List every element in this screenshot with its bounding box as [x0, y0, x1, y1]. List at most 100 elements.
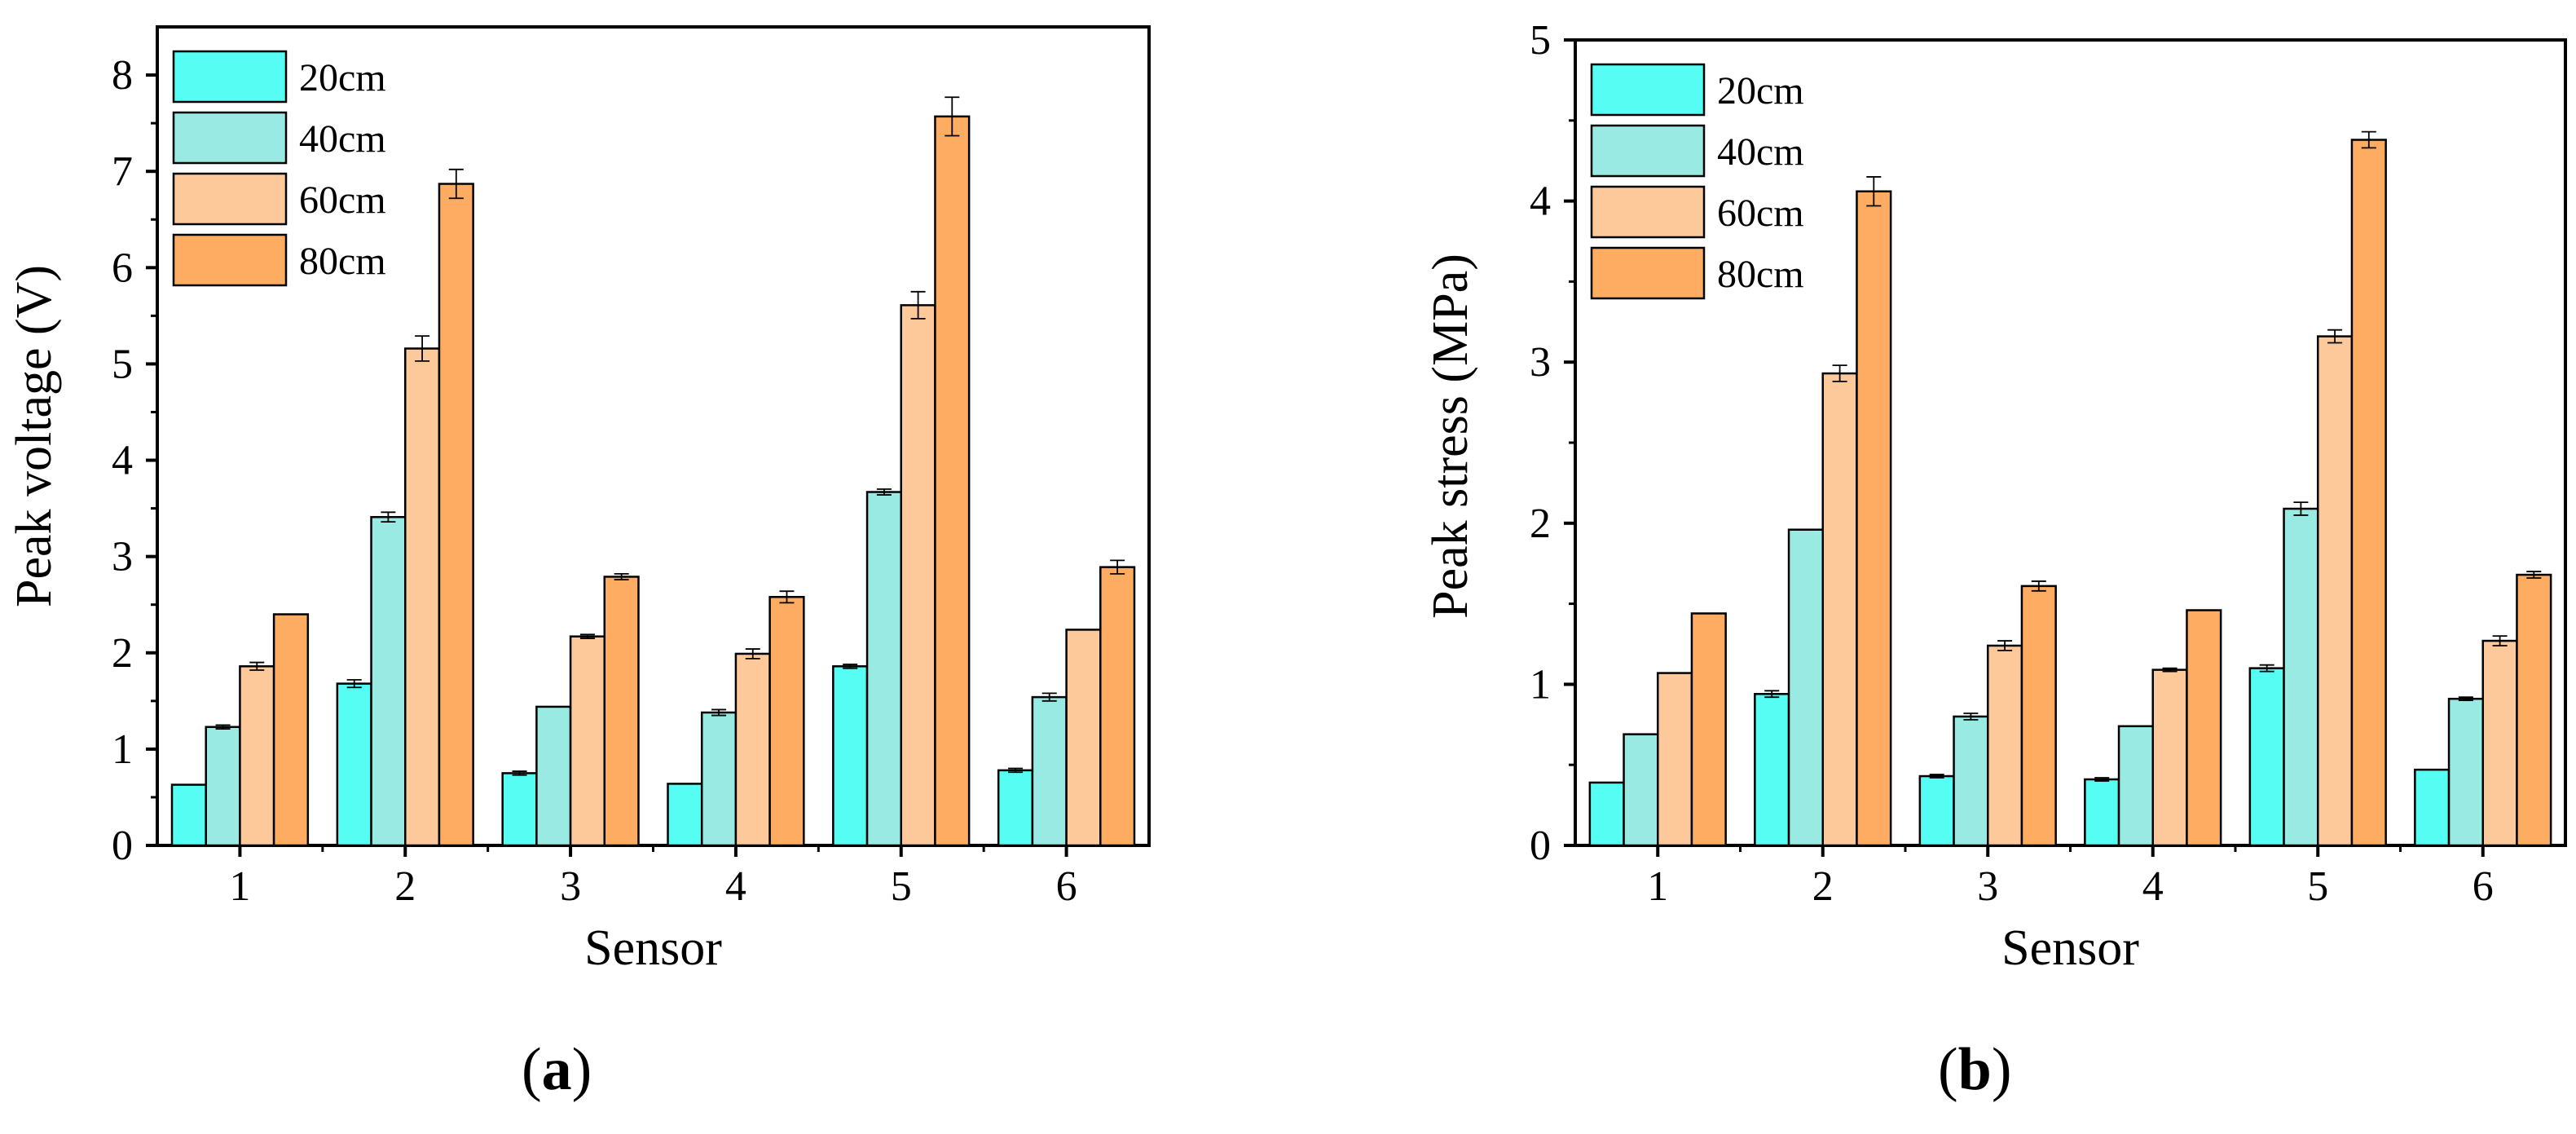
b-bar-60cm-sensor-3 — [1987, 644, 2023, 847]
a-bar-20cm-sensor-4 — [667, 783, 703, 847]
b-bar-20cm-sensor-1 — [1588, 781, 1625, 847]
b-bar-80cm-sensor-5 — [2350, 139, 2387, 847]
b-bar-20cm-sensor-3 — [1918, 774, 1955, 847]
a-bar-40cm-sensor-3 — [535, 705, 572, 847]
b-x-tick-label: 2 — [1812, 863, 1834, 910]
b-bar-40cm-sensor-4 — [2117, 725, 2155, 847]
b-bar-20cm-sensor-2 — [1754, 693, 1790, 847]
a-bar-20cm-sensor-6 — [997, 769, 1034, 847]
b-bar-60cm-sensor-6 — [2481, 639, 2518, 847]
b-bar-40cm-sensor-3 — [1953, 715, 1989, 847]
b-y-tick-label: 1 — [1530, 661, 1551, 708]
b-bar-20cm-sensor-5 — [2248, 667, 2285, 847]
a-x-axis-label: Sensor — [584, 920, 722, 976]
a-bar-80cm-sensor-4 — [768, 596, 805, 847]
b-x-axis-label: Sensor — [2001, 920, 2139, 976]
b-legend-label-20cm: 20cm — [1717, 69, 1804, 113]
b-bar-60cm-sensor-2 — [1821, 372, 1858, 847]
chart-b-peak-stress: 0 1 2 3 4 5 1 2 3 4 5 6 20cm 40cm 60cm 80cm Sensor Peak s… — [1423, 17, 2567, 976]
a-legend-label-60cm: 60cm — [299, 179, 386, 222]
a-bar-20cm-sensor-5 — [832, 665, 869, 847]
a-y-tick-label: 8 — [112, 52, 133, 99]
b-x-tick-label: 5 — [2307, 863, 2328, 910]
b-bar-60cm-sensor-1 — [1657, 672, 1693, 847]
a-bar-80cm-sensor-6 — [1099, 566, 1136, 847]
b-bar-40cm-sensor-1 — [1623, 733, 1659, 847]
a-legend-label-80cm: 80cm — [299, 240, 386, 283]
a-bar-60cm-sensor-2 — [404, 347, 441, 847]
a-y-tick-label: 7 — [112, 148, 133, 195]
b-bar-80cm-sensor-4 — [2186, 609, 2222, 847]
a-bar-20cm-sensor-2 — [336, 682, 372, 847]
a-x-tick-label: 5 — [891, 863, 912, 910]
b-y-tick-label: 4 — [1530, 179, 1551, 225]
a-legend-label-20cm: 20cm — [299, 56, 386, 99]
b-bar-60cm-sensor-5 — [2317, 335, 2354, 847]
b-x-tick-label: 4 — [2142, 863, 2164, 910]
a-x-tick-label: 1 — [229, 863, 250, 910]
a-bar-40cm-sensor-2 — [370, 515, 407, 847]
b-legend-swatch-20cm — [1590, 63, 1706, 117]
b-y-tick-label: 0 — [1530, 823, 1551, 869]
a-legend-swatch-80cm — [172, 233, 288, 287]
a-y-tick-label: 0 — [112, 823, 133, 869]
b-bar-80cm-sensor-2 — [1856, 190, 1892, 847]
a-bar-80cm-sensor-5 — [934, 115, 971, 847]
a-bar-40cm-sensor-5 — [865, 491, 903, 847]
a-bar-60cm-sensor-4 — [734, 652, 771, 847]
b-legend-label-80cm: 80cm — [1717, 253, 1804, 296]
b-legend-label-60cm: 60cm — [1717, 192, 1804, 235]
a-bar-60cm-sensor-6 — [1065, 629, 1102, 847]
b-legend-label-40cm: 40cm — [1717, 130, 1804, 174]
a-bar-20cm-sensor-1 — [170, 783, 207, 847]
b-y-axis-label: Peak stress (MPa) — [1423, 254, 1478, 619]
a-bar-80cm-sensor-1 — [272, 613, 310, 847]
a-y-tick-label: 4 — [112, 438, 133, 484]
b-y-tick-label: 5 — [1530, 17, 1551, 64]
a-x-tick-label: 3 — [560, 863, 581, 910]
a-y-tick-label: 6 — [112, 245, 133, 291]
b-x-tick-label: 1 — [1647, 863, 1668, 910]
b-y-tick-label: 3 — [1530, 339, 1551, 386]
a-x-tick-label: 2 — [394, 863, 416, 910]
a-x-tick-label: 4 — [725, 863, 746, 910]
a-x-tick-label: 6 — [1056, 863, 1077, 910]
b-bar-20cm-sensor-6 — [2414, 768, 2451, 847]
a-bar-20cm-sensor-3 — [501, 772, 538, 847]
a-bar-60cm-sensor-3 — [569, 635, 606, 847]
a-bar-60cm-sensor-1 — [239, 665, 275, 847]
a-bar-40cm-sensor-6 — [1031, 695, 1068, 847]
chart-a-peak-voltage: 0 1 2 3 4 5 6 7 8 1 2 3 4 5 6 20cm 40cm 60cm 80cm Sensor Pea… — [7, 25, 1151, 976]
a-bar-40cm-sensor-4 — [700, 711, 738, 847]
a-bar-80cm-sensor-3 — [603, 576, 640, 847]
a-y-tick-label: 1 — [112, 726, 133, 773]
b-bar-20cm-sensor-4 — [2084, 778, 2120, 847]
a-legend-swatch-40cm — [172, 111, 288, 165]
a-y-axis-label: Peak voltage (V) — [7, 265, 62, 607]
a-y-tick-label: 3 — [112, 534, 133, 580]
b-bar-80cm-sensor-1 — [1690, 612, 1727, 847]
a-legend-swatch-60cm — [172, 172, 288, 226]
b-bar-80cm-sensor-3 — [2020, 585, 2057, 847]
b-bar-40cm-sensor-6 — [2447, 697, 2485, 847]
b-bar-40cm-sensor-2 — [1787, 528, 1825, 847]
a-legend-swatch-20cm — [172, 50, 288, 104]
b-x-tick-label: 6 — [2473, 863, 2494, 910]
b-legend-swatch-40cm — [1590, 124, 1706, 178]
b-bar-40cm-sensor-5 — [2283, 507, 2319, 847]
a-y-tick-label: 2 — [112, 630, 133, 677]
b-bar-80cm-sensor-6 — [2516, 573, 2552, 847]
a-legend-label-40cm: 40cm — [299, 117, 386, 161]
b-legend-swatch-60cm — [1590, 185, 1706, 239]
b-y-tick-label: 2 — [1530, 501, 1551, 547]
panel-label-a: (a) — [522, 1036, 592, 1103]
a-bar-60cm-sensor-5 — [900, 304, 936, 847]
b-x-tick-label: 3 — [1977, 863, 1998, 910]
a-bar-40cm-sensor-1 — [205, 726, 241, 847]
panel-label-b: (b) — [1938, 1036, 2012, 1103]
a-bar-80cm-sensor-2 — [438, 183, 474, 847]
b-bar-60cm-sensor-4 — [2151, 668, 2188, 847]
a-y-tick-label: 5 — [112, 341, 133, 387]
b-legend-swatch-80cm — [1590, 246, 1706, 300]
